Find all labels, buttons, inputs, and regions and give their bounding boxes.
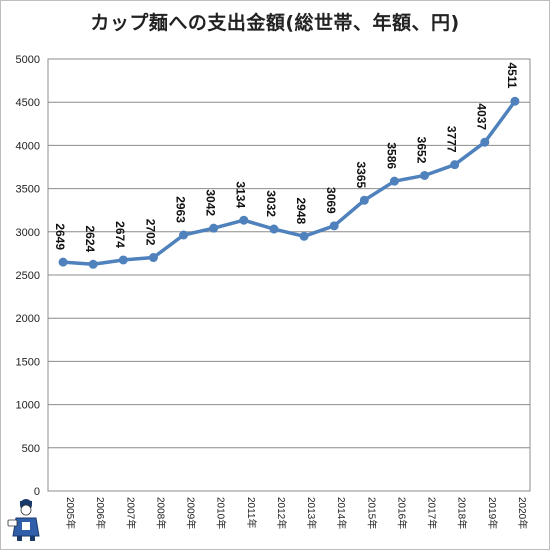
data-label: 3586: [384, 142, 398, 169]
y-tick-label: 4500: [16, 97, 40, 109]
y-tick-label: 5000: [16, 54, 40, 66]
x-tick-label: 2014年: [335, 497, 348, 529]
y-tick-label: 1500: [16, 356, 40, 368]
data-point: [420, 170, 430, 180]
series-line: [62, 100, 517, 267]
data-label: 4037: [475, 103, 489, 130]
x-tick-label: 2005年: [64, 497, 77, 529]
data-point: [269, 224, 279, 234]
data-label: 3069: [324, 187, 338, 214]
plot-area: [47, 58, 531, 492]
data-point: [359, 195, 369, 205]
x-tick-label: 2006年: [94, 497, 107, 529]
data-label: 3042: [204, 189, 218, 216]
data-label: 3652: [414, 137, 428, 164]
y-tick-label: 2000: [16, 313, 40, 325]
data-label: 3365: [354, 161, 368, 188]
x-tick-label: 2008年: [154, 497, 167, 529]
x-tick-label: 2013年: [305, 497, 318, 529]
data-label: 2963: [173, 196, 187, 223]
x-tick-label: 2019年: [486, 497, 499, 529]
x-tick-label: 2007年: [124, 497, 137, 529]
x-tick-label: 2020年: [516, 497, 529, 529]
x-tick-label: 2009年: [185, 497, 198, 529]
data-label: 3032: [264, 190, 278, 217]
y-tick-label: 3000: [16, 227, 40, 239]
y-tick-label: 500: [22, 443, 40, 455]
data-point: [480, 137, 490, 147]
y-tick-label: 1000: [16, 400, 40, 412]
mascot-illustration: [6, 496, 46, 542]
data-point: [148, 253, 158, 263]
y-tick-label: 2500: [16, 270, 40, 282]
x-tick-label: 2015年: [365, 497, 378, 529]
data-point: [450, 160, 460, 170]
data-point: [299, 231, 309, 241]
x-tick-label: 2012年: [275, 497, 288, 529]
data-point: [510, 96, 520, 106]
data-point: [179, 230, 189, 240]
data-label: 3134: [234, 181, 248, 208]
data-point: [329, 221, 339, 231]
x-tick-label: 2016年: [395, 497, 408, 529]
data-label: 2674: [113, 221, 127, 248]
data-point: [389, 176, 399, 186]
x-tick-label: 2010年: [215, 497, 228, 529]
y-tick-label: 0: [34, 486, 40, 498]
x-tick-label: 2017年: [426, 497, 439, 529]
data-label: 4511: [505, 62, 519, 88]
x-tick-label: 2011年: [245, 497, 258, 529]
data-point: [88, 259, 98, 269]
data-label: 2624: [83, 225, 97, 252]
data-point: [209, 223, 219, 233]
data-point: [239, 215, 249, 225]
data-label: 2948: [294, 197, 308, 224]
data-label: 3777: [445, 126, 459, 153]
data-label: 2649: [53, 223, 67, 250]
x-tick-label: 2018年: [456, 497, 469, 529]
chart-title: カップ麺への支出金額(総世帯、年額、円): [90, 12, 460, 34]
y-tick-label: 4000: [16, 140, 40, 152]
data-point: [118, 255, 128, 265]
data-point: [58, 257, 68, 267]
y-tick-label: 3500: [16, 184, 40, 196]
data-label: 2702: [143, 219, 157, 246]
